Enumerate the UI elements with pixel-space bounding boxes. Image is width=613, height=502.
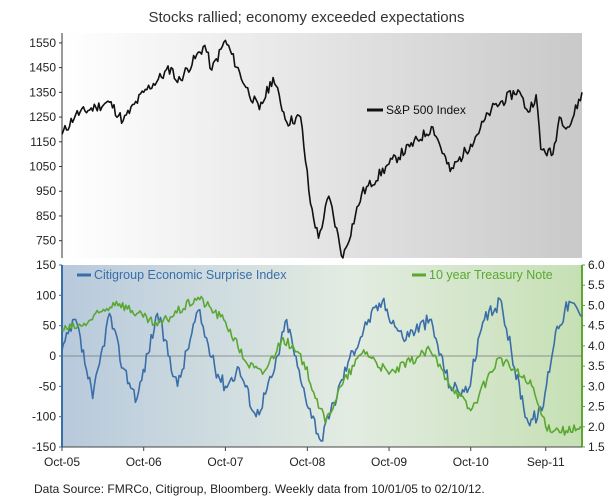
x-tick-label: Oct-10 <box>453 455 489 469</box>
top-y-tick-label: 1250 <box>29 110 56 124</box>
right-y-tick-label: 3.0 <box>588 379 605 393</box>
right-y-tick-label: 5.5 <box>588 278 605 292</box>
x-tick-label: Oct-06 <box>126 455 162 469</box>
right-y-tick-label: 2.5 <box>588 400 605 414</box>
x-tick-label: Oct-05 <box>44 455 80 469</box>
x-tick-label: Oct-08 <box>289 455 325 469</box>
treasury-legend-label: 10 year Treasury Note <box>429 268 553 282</box>
top-y-tick-label: 850 <box>36 209 56 223</box>
left-y-tick-label: -100 <box>32 410 56 424</box>
surprise-index-line <box>61 297 583 442</box>
right-y-tick-label: 4.0 <box>588 339 605 353</box>
chart-title: Stocks rallied; economy exceeded expecta… <box>148 9 465 26</box>
top-panel-background <box>62 33 582 258</box>
left-y-tick-label: 0 <box>49 349 56 363</box>
sp500-legend-label: S&P 500 Index <box>386 103 466 117</box>
left-y-tick-label: -50 <box>39 379 57 393</box>
right-y-tick-label: 5.0 <box>588 298 605 312</box>
x-tick-label: Sep-11 <box>527 455 565 469</box>
right-y-tick-label: 4.5 <box>588 319 605 333</box>
right-y-tick-label: 1.5 <box>588 440 605 454</box>
right-y-tick-label: 6.0 <box>588 258 605 272</box>
x-tick-label: Oct-07 <box>207 455 243 469</box>
top-y-tick-label: 750 <box>36 234 56 248</box>
chart-canvas: 750 850 950 1050 1150 1250 1350 1450 1550 -150 -10… <box>29 33 605 469</box>
right-y-tick-label: 3.5 <box>588 359 605 373</box>
left-y-tick-label: 150 <box>36 258 56 272</box>
x-tick-label: Oct-09 <box>371 455 407 469</box>
top-y-tick-label: 1350 <box>29 85 56 99</box>
left-y-tick-label: 50 <box>43 319 57 333</box>
top-y-tick-label: 1550 <box>29 36 56 50</box>
treasury-line <box>61 295 583 436</box>
top-y-tick-label: 1450 <box>29 61 56 75</box>
top-y-tick-label: 1050 <box>29 160 56 174</box>
sp500-line <box>61 39 583 259</box>
data-source-note: Data Source: FMRCo, Citigroup, Bloomberg… <box>34 482 485 496</box>
left-y-tick-label: 100 <box>36 288 56 302</box>
top-y-tick-label: 950 <box>36 184 56 198</box>
surprise-legend-label: Citigroup Economic Surprise Index <box>94 268 287 282</box>
top-y-tick-label: 1150 <box>30 135 56 149</box>
right-y-tick-label: 2.0 <box>588 420 605 434</box>
left-y-tick-label: -150 <box>32 440 56 454</box>
